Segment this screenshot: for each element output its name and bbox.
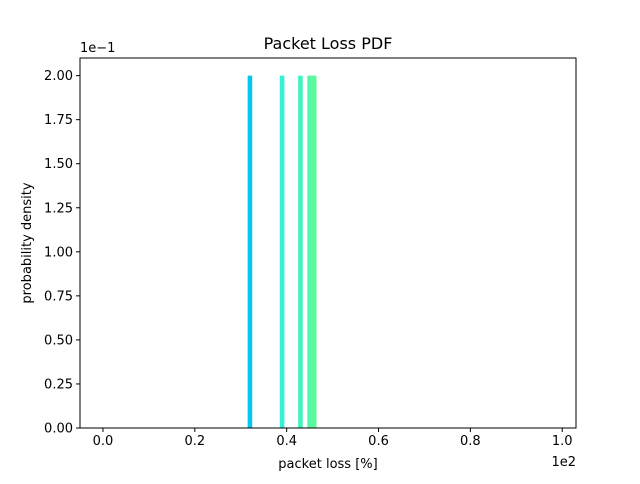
y-tick-label-4: 1.00 [44, 245, 73, 260]
x-tick-label-5: 1.0 [552, 434, 573, 449]
ticks-layer: 0.0 0.2 0.4 0.6 0.8 1.0 0.00 0.25 0.50 0.75 1.00 1.… [44, 69, 573, 449]
y-tick-label-3: 0.75 [44, 289, 73, 304]
plot-frame [79, 57, 577, 429]
y-tick-label-7: 1.75 [44, 113, 73, 128]
y-multiplier-label: 1e−1 [80, 41, 115, 56]
bar-3 [307, 75, 312, 428]
x-tick-label-4: 0.8 [460, 434, 481, 449]
bars-layer [247, 75, 317, 428]
bar-0 [247, 75, 253, 428]
y-tick-label-1: 0.25 [44, 377, 73, 392]
bar-2 [298, 75, 303, 428]
y-axis-label: probability density [20, 182, 35, 303]
x-axis-label: packet loss [%] [278, 457, 377, 472]
y-tick-label-0: 0.00 [44, 422, 73, 437]
x-tick-label-2: 0.4 [276, 434, 297, 449]
y-tick-label-8: 2.00 [44, 69, 73, 84]
bar-1 [279, 75, 285, 428]
x-multiplier-label: 1e2 [551, 455, 576, 470]
y-tick-label-6: 1.50 [44, 157, 73, 172]
bar-4 [311, 75, 317, 428]
x-tick-label-3: 0.6 [368, 434, 389, 449]
y-tick-label-5: 1.25 [44, 201, 73, 216]
x-tick-label-1: 0.2 [184, 434, 205, 449]
x-tick-label-0: 0.0 [93, 434, 114, 449]
y-tick-label-2: 0.50 [44, 333, 73, 348]
chart-title: Packet Loss PDF [264, 34, 393, 53]
